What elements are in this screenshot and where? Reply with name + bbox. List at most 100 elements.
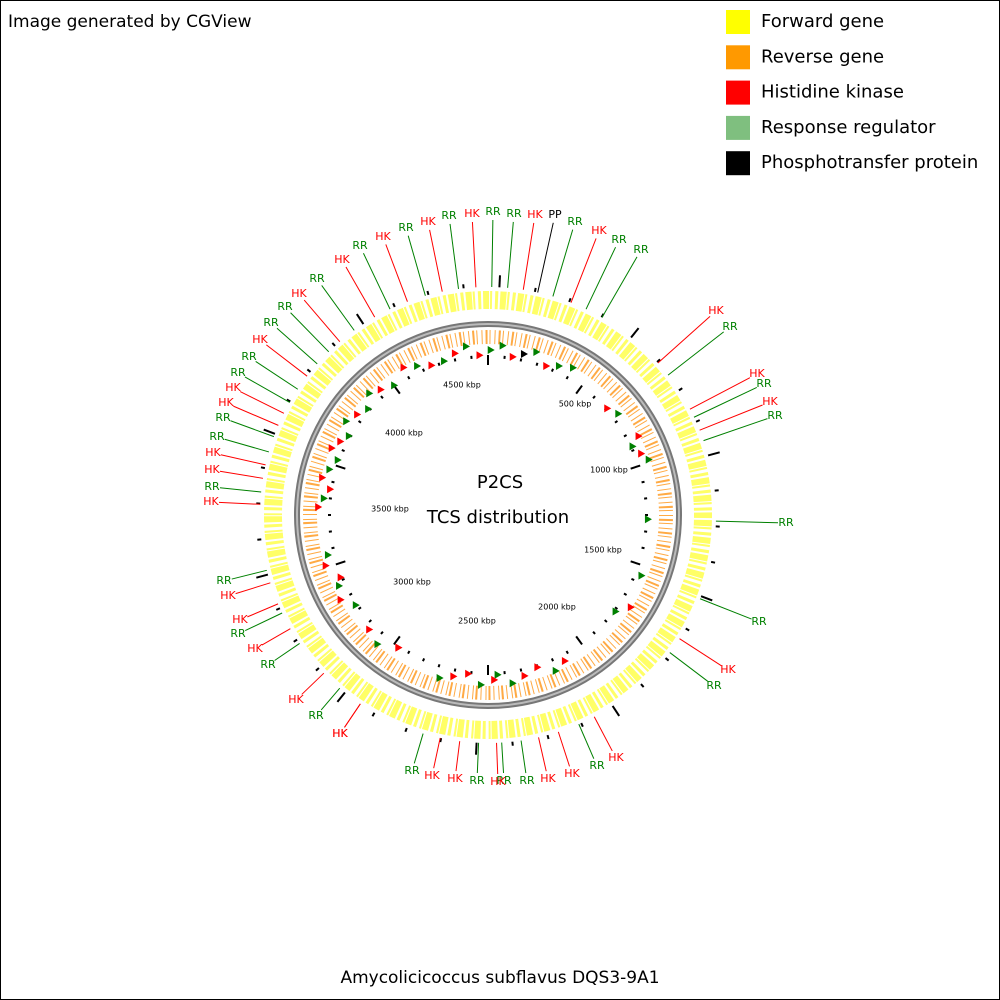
- outer-tick: [475, 742, 478, 755]
- feature-line: [362, 253, 391, 310]
- feature-label: RR: [469, 774, 485, 787]
- ruler-label: 1500 kbp: [584, 546, 622, 555]
- outer-tick: [546, 734, 550, 740]
- feature-line: [218, 501, 261, 505]
- feature-label: HK: [447, 772, 463, 785]
- feature-label: RR: [398, 221, 414, 234]
- outer-tick: [331, 342, 336, 347]
- outer-tick: [695, 419, 701, 423]
- feature-marker: [366, 389, 374, 398]
- feature-label: RR: [519, 774, 535, 787]
- feature-label: HK: [204, 463, 220, 476]
- feature-label: HK: [332, 727, 348, 740]
- rings: [264, 291, 712, 739]
- feature-marker: [436, 673, 444, 682]
- feature-label: HK: [225, 381, 241, 394]
- feature-label: HK: [334, 253, 350, 266]
- legend-swatch: [726, 151, 750, 176]
- outer-tick: [498, 275, 501, 288]
- feature-line: [290, 312, 330, 353]
- feature-label: HK: [291, 287, 307, 300]
- outer-tick: [710, 560, 716, 564]
- feature-line: [266, 344, 308, 377]
- ruler-tick: [331, 480, 335, 484]
- feature-marker: [400, 363, 408, 372]
- ruler-tick: [550, 658, 554, 662]
- ruler-tick: [641, 480, 645, 484]
- feature-line: [496, 742, 499, 775]
- legend-swatch: [726, 115, 750, 140]
- feature-label: RR: [352, 239, 368, 252]
- feature-label: RR: [215, 411, 231, 424]
- ruler-tick: [422, 368, 426, 372]
- feature-marker: [629, 442, 637, 451]
- feature-line: [593, 716, 613, 752]
- feature-marker: [499, 341, 507, 350]
- feature-line: [699, 598, 752, 620]
- outer-tick: [656, 358, 661, 363]
- feature-label: HK: [203, 495, 219, 508]
- outer-tick: [685, 627, 690, 632]
- legend-swatch: [726, 10, 750, 34]
- legend-label: Reverse gene: [761, 46, 884, 67]
- feature-label: HK: [527, 208, 543, 221]
- ruler-tick: [614, 420, 619, 424]
- feature-marker: [315, 503, 323, 512]
- ruler-label: 1000 kbp: [590, 466, 628, 475]
- feature-marker: [328, 444, 336, 453]
- credit: Image generated by CGView: [8, 12, 252, 32]
- outer-tick: [286, 398, 291, 403]
- feature-line: [230, 420, 275, 438]
- feature-label: HK: [762, 395, 778, 408]
- feature-label: RR: [277, 300, 293, 313]
- feature-marker: [345, 431, 353, 440]
- feature-line: [247, 603, 279, 618]
- feature-line: [219, 470, 264, 479]
- feature-marker: [366, 625, 374, 634]
- ruler-label: 2500 kbp: [458, 617, 496, 626]
- backbone-ring-inner: [296, 323, 680, 707]
- feature-label: RR: [209, 430, 225, 443]
- feature-marker: [326, 465, 334, 474]
- legend-label: Response regulator: [761, 117, 936, 138]
- ruler-tick: [357, 420, 362, 424]
- ruler-tick: [641, 546, 645, 550]
- feature-marker: [354, 410, 362, 419]
- legend-label: Forward gene: [761, 11, 884, 32]
- outer-tick: [439, 737, 443, 743]
- ruler-tick: [623, 592, 628, 596]
- ruler-tick: [437, 362, 441, 366]
- feature-line: [407, 235, 426, 296]
- feature-marker: [327, 485, 335, 494]
- outer-tick: [260, 466, 266, 470]
- ruler-tick: [592, 631, 596, 635]
- feature-line: [585, 247, 617, 310]
- reverse-ring: [303, 330, 673, 700]
- feature-line: [449, 223, 460, 289]
- ruler-tick: [631, 577, 635, 581]
- feature-marker: [487, 346, 495, 355]
- ruler-tick: [407, 650, 411, 655]
- ruler-label: 2000 kbp: [538, 603, 576, 612]
- feature-label: HK: [540, 772, 556, 785]
- feature-label: RR: [308, 709, 324, 722]
- ruler-tick: [341, 577, 345, 581]
- feature-label: RR: [567, 215, 583, 228]
- feature-marker: [509, 679, 517, 688]
- ruler-tick: [453, 668, 457, 672]
- outer-tick: [404, 727, 408, 733]
- feature-line: [385, 244, 408, 302]
- ruler-tick: [592, 395, 596, 399]
- feature-line: [501, 742, 505, 774]
- ruler-tick: [630, 560, 641, 566]
- feature-label: HK: [591, 224, 607, 237]
- feature-label: RR: [309, 272, 325, 285]
- feature-label: RR: [778, 516, 794, 529]
- ruler-tick: [453, 358, 457, 362]
- outer-tick: [426, 290, 430, 296]
- ruler-tick: [407, 375, 411, 380]
- feature-marker: [604, 404, 612, 413]
- feature-label: HK: [288, 693, 304, 706]
- feature-line: [231, 569, 267, 580]
- feature-line: [255, 360, 299, 390]
